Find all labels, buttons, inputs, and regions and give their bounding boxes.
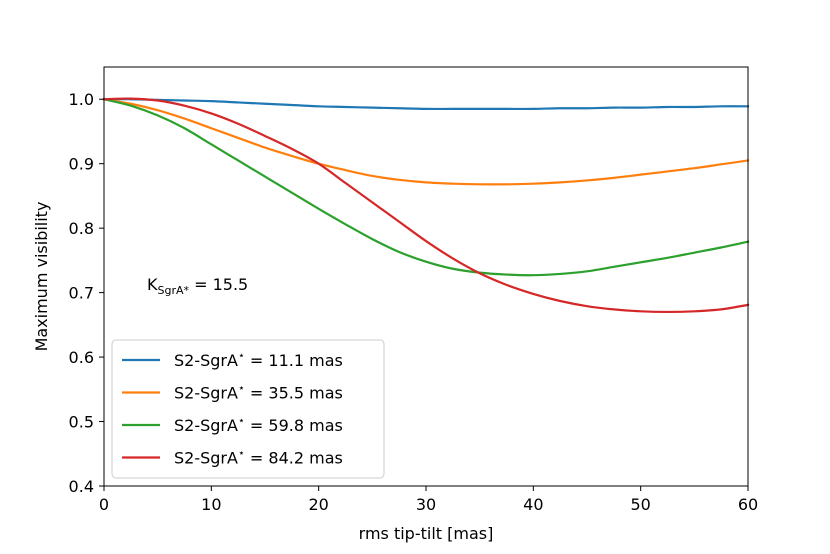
legend-label-2: S2-SgrA⋆ = 35.5 mas <box>174 382 343 403</box>
legend-label-1: S2-SgrA⋆ = 11.1 mas <box>174 349 343 370</box>
series-line-3 <box>102 97 750 277</box>
y-tick-label: 0.5 <box>69 413 94 432</box>
x-tick-label: 20 <box>308 495 328 514</box>
annotation-base: K <box>147 275 158 294</box>
x-tick-label: 60 <box>738 495 758 514</box>
x-tick-label: 10 <box>201 495 221 514</box>
y-tick-label: 0.7 <box>69 284 94 303</box>
tick-layer: 0 10 20 30 40 50 60 0.4 0.5 0.6 0.7 0.8 0.9 1.0 <box>69 90 759 514</box>
series-line-4 <box>102 97 750 314</box>
annotation-value: = 15.5 <box>189 275 248 294</box>
y-tick-label: 1.0 <box>69 90 94 109</box>
series-line-2 <box>102 97 750 186</box>
y-axis-label: Maximum visibility <box>32 202 51 352</box>
x-tick-label: 0 <box>99 495 109 514</box>
legend-box <box>111 339 385 479</box>
legend: S2-SgrA⋆ = 11.1 mas S2-SgrA⋆ = 35.5 mas S2… <box>111 339 385 479</box>
x-tick-label: 30 <box>416 495 436 514</box>
legend-label-4: S2-SgrA⋆ = 84.2 mas <box>174 447 343 468</box>
x-axis-label: rms tip-tilt [mas] <box>359 524 494 543</box>
y-tick-label: 0.8 <box>69 219 94 238</box>
x-tick-label: 50 <box>630 495 650 514</box>
y-tick-label: 0.4 <box>69 477 94 496</box>
x-tick-label: 40 <box>523 495 543 514</box>
y-tick-label: 0.9 <box>69 155 94 174</box>
series-line-1 <box>102 98 750 111</box>
y-tick-label: 0.6 <box>69 348 94 367</box>
legend-label-3: S2-SgrA⋆ = 59.8 mas <box>174 414 343 435</box>
magnitude-annotation: KSgrA* = 15.5 <box>147 275 248 297</box>
series-layer <box>102 97 750 314</box>
annotation-subscript: SgrA* <box>158 284 190 297</box>
